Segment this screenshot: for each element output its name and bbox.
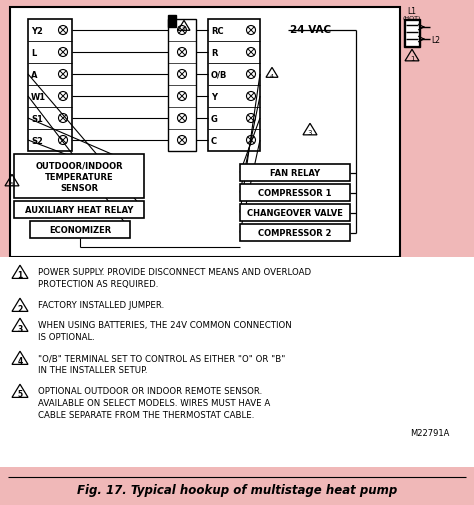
Bar	[0, 258, 474, 467]
Text: ECONOMIZER: ECONOMIZER	[49, 226, 111, 234]
Text: 3: 3	[18, 324, 23, 333]
Text: COMPRESSOR 2: COMPRESSOR 2	[258, 229, 332, 237]
Text: R: R	[211, 48, 218, 58]
Bar	[406, 22, 418, 46]
Text: COMPRESSOR 1: COMPRESSOR 1	[258, 189, 332, 197]
Text: 1: 1	[410, 56, 414, 62]
Text: FAN RELAY: FAN RELAY	[270, 169, 320, 178]
Text: Y2: Y2	[31, 26, 43, 35]
Bar	[14, 201, 144, 219]
Bar	[208, 20, 260, 152]
Text: WHEN USING BATTERIES, THE 24V COMMON CONNECTION
IS OPTIONAL.: WHEN USING BATTERIES, THE 24V COMMON CON…	[38, 320, 292, 341]
Text: OPTIONAL OUTDOOR OR INDOOR REMOTE SENSOR.
AVAILABLE ON SELECT MODELS. WIRES MUST: OPTIONAL OUTDOOR OR INDOOR REMOTE SENSOR…	[38, 386, 270, 419]
Text: L1: L1	[408, 7, 417, 16]
Text: 3: 3	[308, 130, 312, 136]
Text: 5: 5	[18, 390, 23, 399]
Text: (HOT): (HOT)	[403, 16, 421, 21]
Text: O/B: O/B	[211, 70, 228, 79]
Text: OUTDOOR/INDOOR
TEMPERATURE
SENSOR: OUTDOOR/INDOOR TEMPERATURE SENSOR	[35, 161, 123, 192]
Bar	[14, 155, 144, 198]
Text: 4: 4	[270, 73, 274, 78]
Text: S2: S2	[31, 136, 43, 145]
Text: 1: 1	[18, 271, 23, 280]
Text: L2: L2	[431, 35, 440, 44]
Bar	[240, 185, 350, 201]
Text: W1: W1	[31, 92, 46, 102]
Bar	[168, 16, 176, 28]
Text: A: A	[31, 70, 37, 79]
Text: M22791A: M22791A	[410, 428, 450, 437]
Text: 5: 5	[10, 181, 14, 186]
Bar	[404, 20, 420, 48]
Text: POWER SUPPLY. PROVIDE DISCONNECT MEANS AND OVERLOAD
PROTECTION AS REQUIRED.: POWER SUPPLY. PROVIDE DISCONNECT MEANS A…	[38, 268, 311, 288]
Bar	[240, 205, 350, 222]
Text: L: L	[31, 48, 36, 58]
Bar	[240, 225, 350, 241]
Text: 2: 2	[182, 26, 186, 31]
Bar	[168, 20, 196, 152]
Bar	[30, 222, 130, 238]
Text: C: C	[211, 136, 217, 145]
Text: RC: RC	[211, 26, 224, 35]
Text: Y: Y	[211, 92, 217, 102]
Text: 2: 2	[18, 304, 23, 313]
Bar	[10, 8, 400, 258]
Text: AUXILIARY HEAT RELAY: AUXILIARY HEAT RELAY	[25, 206, 133, 215]
Bar	[28, 20, 72, 152]
Text: FACTORY INSTALLED JUMPER.: FACTORY INSTALLED JUMPER.	[38, 300, 164, 310]
Bar	[240, 165, 350, 182]
Text: Fig. 17. Typical hookup of multistage heat pump: Fig. 17. Typical hookup of multistage he…	[77, 483, 397, 496]
Text: 4: 4	[18, 357, 23, 366]
Text: G: G	[211, 114, 218, 123]
Text: 24 VAC: 24 VAC	[290, 25, 331, 35]
Text: "O/B" TERMINAL SET TO CONTROL AS EITHER "O" OR "B"
IN THE INSTALLER SETUP.: "O/B" TERMINAL SET TO CONTROL AS EITHER …	[38, 354, 285, 374]
Text: S1: S1	[31, 114, 43, 123]
Text: CHANGEOVER VALVE: CHANGEOVER VALVE	[247, 209, 343, 218]
